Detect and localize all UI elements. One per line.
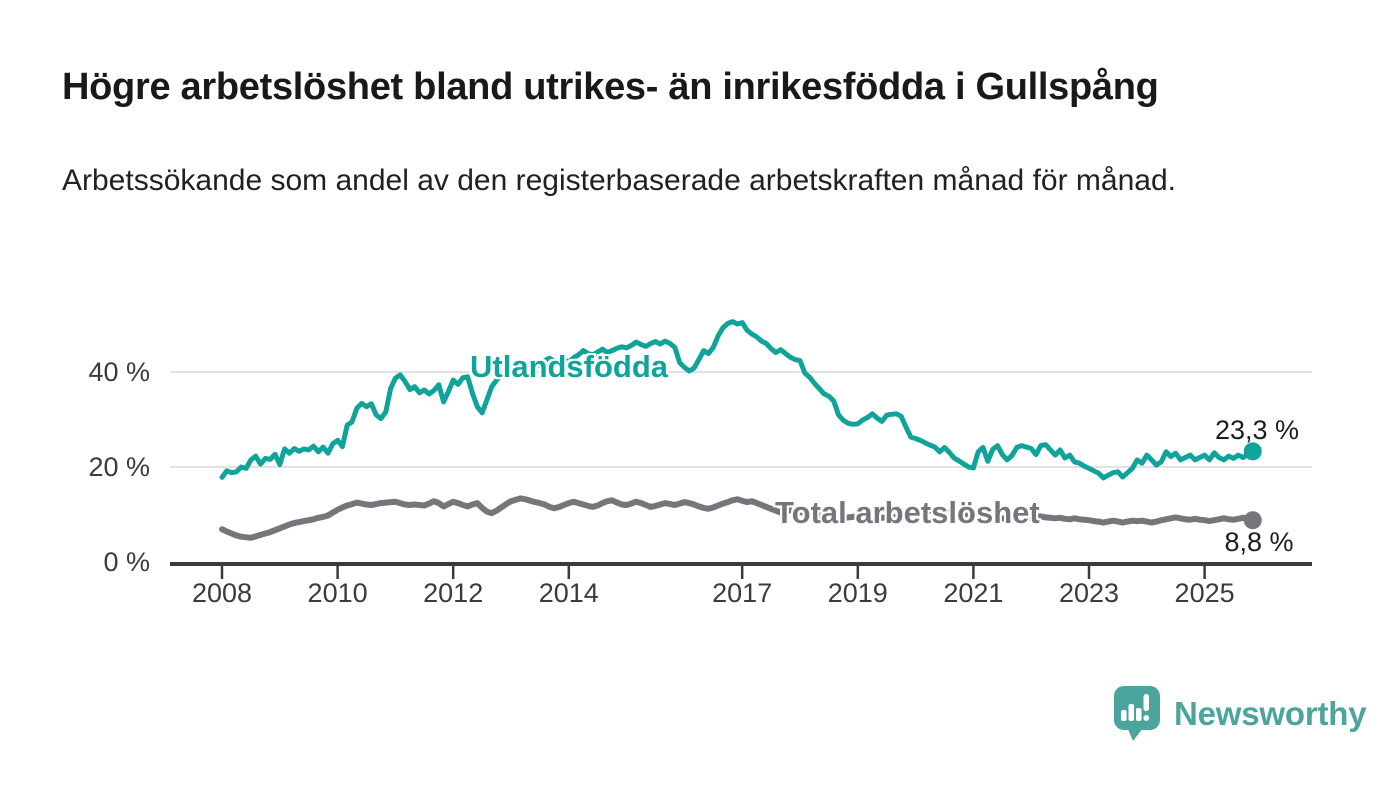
x-tick-label: 2012 <box>423 578 484 608</box>
x-tick-label: 2014 <box>538 578 599 608</box>
y-tick-label: 0 % <box>103 547 150 577</box>
x-tick-label: 2023 <box>1058 578 1120 608</box>
newsworthy-brand-text: Newsworthy <box>1174 695 1367 732</box>
newsworthy-barchart-icon <box>1114 686 1160 741</box>
end-value-label-total: 8,8 % <box>1224 527 1294 557</box>
chart-subtitle: Arbetssökande som andel av den registerb… <box>62 164 1176 197</box>
x-tick-label: 2019 <box>827 578 888 608</box>
x-tick-label: 2010 <box>307 578 368 608</box>
x-tick-label: 2025 <box>1174 578 1235 608</box>
x-tick-label: 2021 <box>943 578 1004 608</box>
series-label-utlandsfodda: Utlandsfödda <box>470 349 669 384</box>
x-tick-label: 2017 <box>712 578 773 608</box>
page-title: Högre arbetslöshet bland utrikes- än inr… <box>62 66 1159 108</box>
newsworthy-logo[interactable]: Newsworthy <box>1113 684 1367 744</box>
y-tick-label: 20 % <box>88 452 150 482</box>
end-value-label-utlandsfodda: 23,3 % <box>1214 415 1300 445</box>
y-tick-label: 40 % <box>88 357 150 387</box>
x-tick-label: 2008 <box>191 578 253 608</box>
series-label-total-arbetsloshet: Total arbetslöshet <box>775 495 1040 530</box>
